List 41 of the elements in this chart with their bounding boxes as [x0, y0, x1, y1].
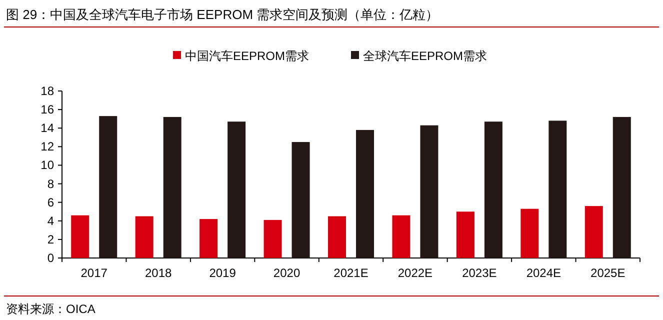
y-tick-label: 2 — [47, 232, 54, 246]
bar — [584, 206, 603, 258]
legend-label: 全球汽车EEPROM需求 — [363, 49, 488, 63]
bar — [163, 116, 182, 258]
y-tick-label: 18 — [40, 84, 54, 98]
bar — [548, 120, 567, 258]
bar — [420, 125, 438, 258]
x-tick-label: 2022E — [398, 266, 433, 280]
bar — [356, 130, 374, 258]
bar — [135, 216, 154, 258]
y-tick-label: 4 — [47, 214, 54, 228]
title: 图 29：中国及全球汽车电子市场 EEPROM 需求空间及预测（单位：亿粒） — [6, 7, 439, 22]
y-tick-label: 16 — [40, 102, 54, 117]
x-tick-label: 2018 — [144, 266, 172, 280]
x-tick-label: 2024E — [526, 266, 562, 280]
y-tick-label: 8 — [47, 176, 54, 191]
bar — [484, 122, 502, 258]
x-tick-label: 2021E — [334, 266, 368, 280]
x-tick-label: 2023E — [462, 266, 497, 280]
x-tick-label: 2025E — [590, 266, 626, 280]
bar — [99, 116, 118, 258]
text: 资料来源：OICA — [6, 302, 96, 316]
y-tick-label: 0 — [47, 251, 54, 265]
y-tick-label: 6 — [47, 195, 54, 210]
bar — [392, 215, 410, 258]
bar — [328, 216, 346, 258]
bar — [71, 215, 90, 258]
x-tick-label: 2019 — [209, 266, 236, 280]
bar — [200, 219, 218, 258]
y-tick-label: 12 — [40, 140, 54, 154]
y-tick-label: 14 — [40, 121, 54, 136]
legend-label: 中国汽车EEPROM需求 — [185, 49, 310, 63]
x-tick-label: 2017 — [80, 266, 108, 280]
bar — [292, 142, 310, 258]
bar — [456, 212, 474, 258]
bar — [612, 116, 631, 258]
bar — [520, 208, 539, 258]
bar — [264, 220, 282, 258]
bar — [228, 122, 246, 258]
y-tick-label: 10 — [40, 158, 54, 172]
x-tick-label: 2020 — [273, 266, 300, 280]
